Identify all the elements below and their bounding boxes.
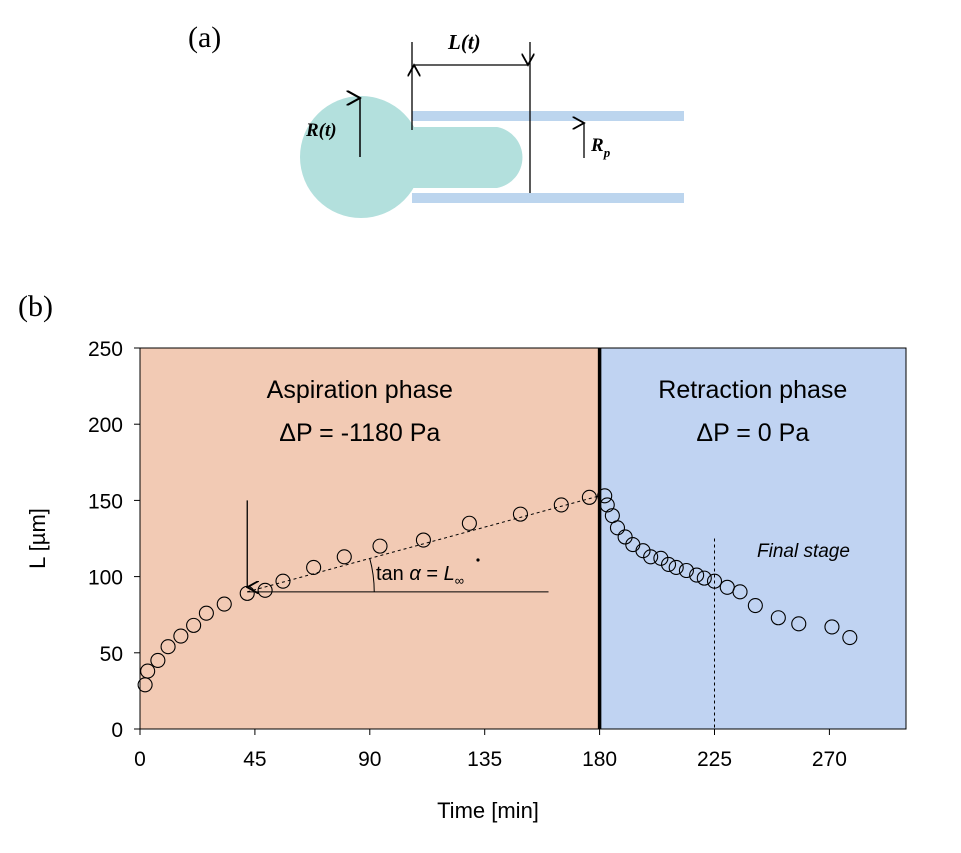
x-tick-label: 225 [697, 748, 732, 771]
data-point [553, 497, 569, 513]
data-point [186, 617, 202, 633]
pipette-radius-main: R [590, 135, 604, 156]
slope-annotation-part: α [409, 563, 421, 585]
data-point [336, 549, 352, 565]
slope-annotation-part: L [444, 563, 455, 585]
x-tick-label: 0 [134, 748, 146, 771]
y-tick-label: 100 [88, 567, 123, 590]
data-point [653, 550, 669, 566]
data-point [732, 584, 748, 600]
pipette-upper-wall [412, 111, 684, 121]
data-point [239, 585, 255, 601]
panel-a: (a) L(t) R(t) Rp [188, 21, 684, 218]
pipette-radius-label: Rp [590, 135, 611, 160]
slope-annotation-part: ∞ [455, 573, 464, 588]
data-point [461, 515, 477, 531]
data-point [216, 596, 232, 612]
data-point [824, 619, 840, 635]
slope-annotation-part: tan [376, 563, 409, 585]
data-point [689, 567, 705, 583]
data-point [275, 573, 291, 589]
x-axis-label: Time [min] [437, 798, 539, 823]
y-axis-label: L [µm] [25, 508, 50, 569]
data-point [581, 489, 597, 505]
x-tick-label: 135 [467, 748, 502, 771]
y-tick-label: 50 [100, 643, 123, 666]
data-point [415, 532, 431, 548]
y-tick-label: 250 [88, 338, 123, 361]
data-point [160, 639, 176, 655]
retraction-title: Retraction phase [658, 376, 847, 404]
data-point [597, 488, 613, 504]
aspiration-phase-region [140, 348, 600, 729]
y-tick-label: 150 [88, 490, 123, 513]
panel-a-label: (a) [188, 21, 221, 54]
data-point [635, 543, 651, 559]
angle-arc [369, 558, 375, 592]
length-label: L(t) [447, 30, 481, 54]
radius-label: R(t) [305, 120, 337, 141]
aspirated-tongue [405, 127, 523, 188]
data-point [678, 562, 694, 579]
slope-annotation: tan α = L∞ [376, 563, 464, 588]
data-point [696, 570, 712, 586]
pipette-lower-wall [412, 193, 684, 203]
panel-b-label: (b) [18, 290, 53, 323]
data-point [150, 652, 166, 668]
data-point [770, 610, 786, 626]
y-tick-label: 0 [111, 719, 123, 742]
slope-line [247, 495, 600, 593]
data-point [617, 529, 633, 545]
data-point [599, 497, 615, 513]
data-point [306, 559, 322, 576]
slope-annotation-part: = [421, 563, 444, 585]
data-point [512, 506, 528, 522]
x-tick-label: 45 [243, 748, 266, 771]
x-tick-label: 180 [582, 748, 617, 771]
data-point [257, 582, 273, 598]
data-point [791, 616, 807, 632]
retraction-pressure: ΔP = 0 Pa [696, 419, 809, 447]
pipette-radius-subscript: p [603, 145, 611, 160]
retraction-phase-region [599, 348, 906, 729]
x-tick-label: 90 [358, 748, 381, 771]
data-point [747, 598, 763, 614]
data-point [173, 628, 189, 644]
data-point [609, 520, 626, 536]
y-tick-label: 200 [88, 414, 123, 437]
cell-body [300, 96, 422, 218]
aspiration-pressure: ΔP = -1180 Pa [279, 419, 440, 447]
data-point [198, 605, 214, 621]
data-point [643, 549, 659, 565]
plot-area: 0 45 90 135 180 225 270 0 50 100 150 200 250 Time [mi… [25, 338, 907, 823]
data-point [660, 556, 677, 572]
x-tick-label: 270 [812, 748, 847, 771]
final-stage-label: Final stage [757, 541, 850, 562]
data-point [706, 573, 723, 589]
data-point [842, 630, 858, 646]
derivative-dot [476, 558, 480, 562]
plot-frame [139, 347, 907, 730]
data-point [668, 559, 684, 576]
data-point [372, 538, 388, 554]
data-point [140, 663, 156, 679]
panel-b: (b) 0 45 90 135 180 225 270 0 50 100 150 200 250 Time… [18, 290, 907, 823]
aspiration-title: Aspiration phase [267, 376, 453, 404]
